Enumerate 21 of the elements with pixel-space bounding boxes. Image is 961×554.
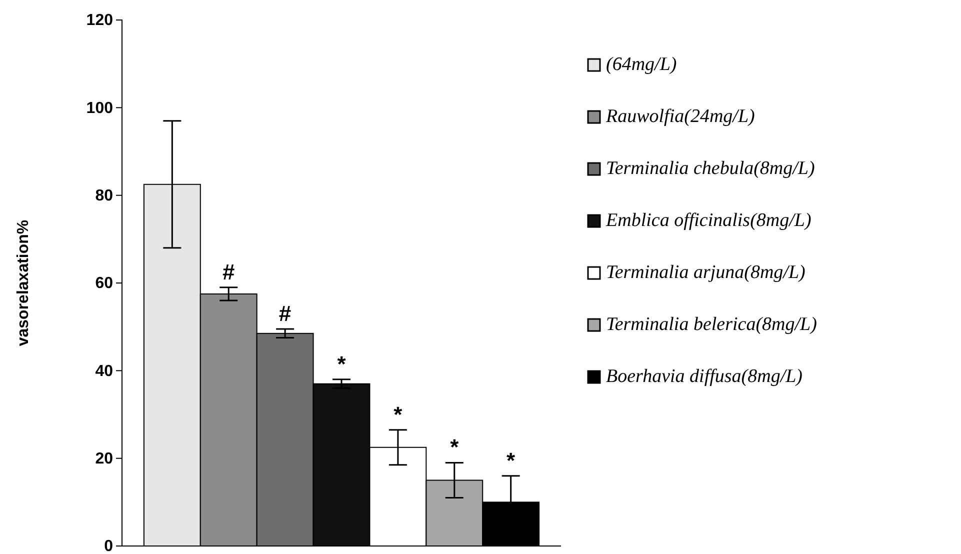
y-tick-label: 40 xyxy=(95,362,114,380)
y-tick-label: 20 xyxy=(95,450,114,468)
y-tick-label: 0 xyxy=(104,538,114,554)
data-label: * xyxy=(450,434,460,460)
legend-label: Terminalia belerica(8mg/L) xyxy=(606,314,817,335)
legend-label: (64mg/L) xyxy=(606,54,677,75)
y-tick-label: 120 xyxy=(86,12,114,30)
legend-label: Boerhavia diffusa(8mg/L) xyxy=(606,366,803,387)
y-tick-label: 100 xyxy=(86,100,114,117)
data-label: # xyxy=(278,301,292,326)
legend-label: Rauwolfia(24mg/L) xyxy=(605,106,755,127)
data-label: * xyxy=(337,351,346,376)
data-label: # xyxy=(222,259,235,284)
legend-label: Terminalia chebula(8mg/L) xyxy=(606,158,815,179)
data-label: * xyxy=(394,402,403,427)
data-label: * xyxy=(506,448,516,473)
y-tick-label: 60 xyxy=(95,275,114,292)
y-axis-title: vasorelaxation% xyxy=(15,220,32,346)
y-tick-label: 80 xyxy=(95,187,114,204)
legend-label: Terminalia arjuna(8mg/L) xyxy=(606,262,806,283)
legend-label: Emblica officinalis(8mg/L) xyxy=(605,210,812,231)
